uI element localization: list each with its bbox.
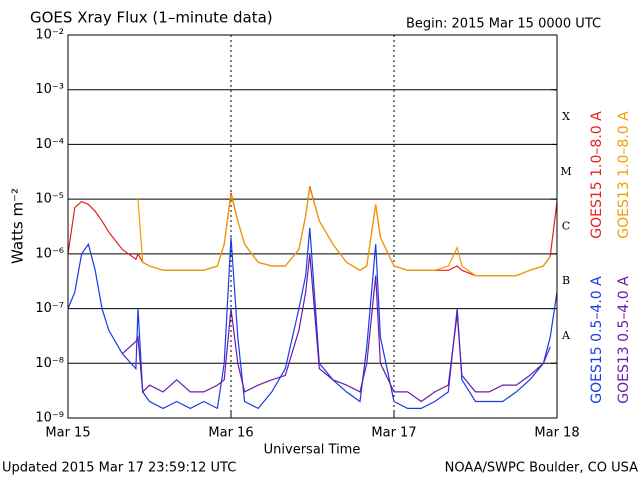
y-tick-label: 10⁻⁷ bbox=[35, 301, 64, 316]
flare-class-label: B bbox=[562, 274, 570, 287]
chart-title: GOES Xray Flux (1–minute data) bbox=[30, 9, 273, 27]
credit: NOAA/SWPC Boulder, CO USA bbox=[445, 461, 638, 476]
y-tick-label: 10⁻⁸ bbox=[35, 356, 64, 371]
legend-entry: GOES15 1.0–8.0 A bbox=[589, 111, 605, 239]
y-tick-label: 10⁻⁴ bbox=[35, 137, 64, 152]
y-tick-label: 10⁻⁶ bbox=[35, 246, 64, 261]
legend-entry: GOES13 0.5–4.0 A bbox=[616, 276, 632, 404]
y-tick-label: 10⁻⁵ bbox=[35, 192, 64, 207]
y-tick-label: 10⁻³ bbox=[35, 82, 64, 97]
flare-class-label: C bbox=[562, 220, 570, 233]
updated-time: Updated 2015 Mar 17 23:59:12 UTC bbox=[2, 461, 236, 476]
y-tick-label: 10⁻² bbox=[35, 28, 64, 43]
series-line bbox=[137, 187, 551, 277]
series-line bbox=[121, 253, 551, 403]
x-tick-label: Mar 18 bbox=[534, 426, 579, 441]
x-tick-label: Mar 15 bbox=[45, 426, 90, 441]
x-tick-label: Mar 17 bbox=[371, 426, 416, 441]
legend-entry: GOES15 0.5–4.0 A bbox=[589, 276, 605, 404]
flare-class-label: M bbox=[560, 165, 571, 178]
series-line bbox=[67, 227, 558, 410]
plot-frame bbox=[67, 34, 558, 419]
flare-class-label: A bbox=[561, 329, 571, 342]
x-tick-label: Mar 16 bbox=[208, 426, 253, 441]
begin-time: Begin: 2015 Mar 15 0000 UTC bbox=[406, 17, 601, 32]
y-axis-label: Watts m⁻² bbox=[9, 188, 27, 264]
flare-class-label: X bbox=[562, 110, 570, 123]
y-tick-label: 10⁻⁹ bbox=[35, 411, 64, 426]
legend-entry: GOES13 1.0–8.0 A bbox=[616, 111, 632, 239]
x-axis-label: Universal Time bbox=[264, 443, 361, 458]
